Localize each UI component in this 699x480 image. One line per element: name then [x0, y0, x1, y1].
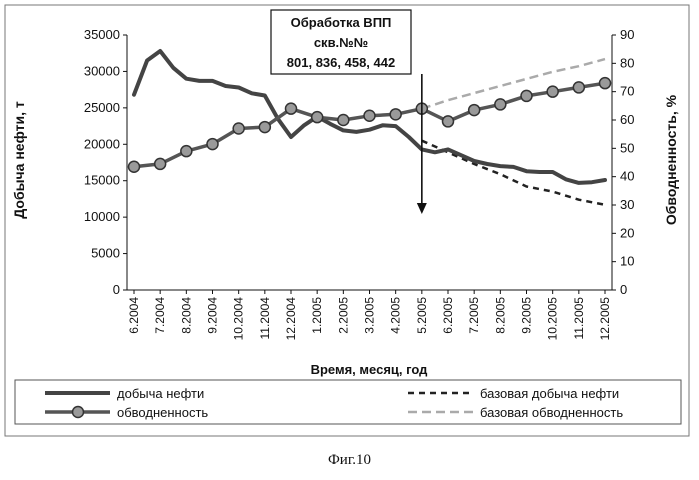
y2-tick-label: 60 [620, 112, 634, 127]
data-point [338, 115, 349, 126]
y2-tick-label: 70 [620, 84, 634, 99]
data-point [443, 116, 454, 127]
x-tick-label: 7.2005 [467, 297, 481, 334]
legend: добыча нефти базовая добыча нефти обводнен… [15, 380, 681, 424]
legend-label: базовая добыча нефти [480, 386, 619, 401]
x-tick-label: 7.2004 [153, 297, 167, 334]
y2-tick-label: 30 [620, 197, 634, 212]
y2-tick-label: 80 [620, 55, 634, 70]
y2-axis-title: Обводненность, % [663, 94, 679, 225]
x-tick-label: 12.2004 [284, 297, 298, 341]
data-point [600, 78, 611, 89]
annotation-text: скв.№№ [314, 35, 368, 50]
x-tick-label: 10.2005 [546, 297, 560, 341]
legend-label: обводненность [117, 405, 208, 420]
y2-tick-label: 0 [620, 282, 627, 297]
figure-caption: Фиг.10 [0, 452, 699, 469]
y2-tick-label: 10 [620, 254, 634, 269]
y-tick-label: 30000 [84, 63, 120, 78]
x-tick-label: 10.2004 [232, 297, 246, 341]
x-tick-label: 8.2005 [493, 297, 507, 334]
x-tick-label: 11.2005 [572, 297, 586, 340]
y-tick-label: 35000 [84, 27, 120, 42]
x-tick-label: 8.2004 [179, 297, 193, 334]
data-point [286, 103, 297, 114]
x-tick-label: 6.2005 [441, 297, 455, 334]
x-tick-label: 9.2005 [520, 297, 534, 334]
x-tick-label: 3.2005 [363, 297, 377, 334]
x-tick-label: 2.2005 [336, 297, 350, 334]
x-tick-label: 1.2005 [310, 297, 324, 334]
x-tick-label: 9.2004 [206, 297, 220, 334]
x-tick-label: 4.2005 [389, 297, 403, 334]
data-point [312, 112, 323, 123]
y2-tick-label: 20 [620, 225, 634, 240]
x-axis-title: Время, месяц, год [311, 362, 429, 377]
legend-label: добыча нефти [117, 386, 204, 401]
y2-tick-label: 40 [620, 169, 634, 184]
y-tick-label: 0 [113, 282, 120, 297]
data-point [207, 139, 218, 150]
data-point [364, 110, 375, 121]
y-tick-label: 25000 [84, 100, 120, 115]
y2-tick-label: 90 [620, 27, 634, 42]
data-point [495, 99, 506, 110]
data-point [155, 158, 166, 169]
y-tick-label: 10000 [84, 209, 120, 224]
data-point [469, 105, 480, 116]
y-tick-label: 20000 [84, 136, 120, 151]
y-tick-label: 15000 [84, 173, 120, 188]
y2-tick-label: 50 [620, 140, 634, 155]
y-axis-title: Добыча нефти, т [11, 101, 27, 219]
data-point [181, 146, 192, 157]
data-point [129, 161, 140, 172]
x-tick-label: 12.2005 [598, 297, 612, 341]
data-point [547, 86, 558, 97]
data-point [259, 122, 270, 133]
data-point [233, 123, 244, 134]
legend-label: базовая обводненность [480, 405, 623, 420]
legend-marker [73, 407, 84, 418]
annotation-text: 801, 836, 458, 442 [287, 55, 395, 70]
data-point [390, 109, 401, 120]
data-point [573, 82, 584, 93]
annotation-text: Обработка ВПП [291, 15, 392, 30]
x-tick-label: 11.2004 [258, 297, 272, 340]
data-point [521, 90, 532, 101]
x-tick-label: 5.2005 [415, 297, 429, 334]
x-tick-label: 6.2004 [127, 297, 141, 334]
y-tick-label: 5000 [91, 246, 120, 261]
